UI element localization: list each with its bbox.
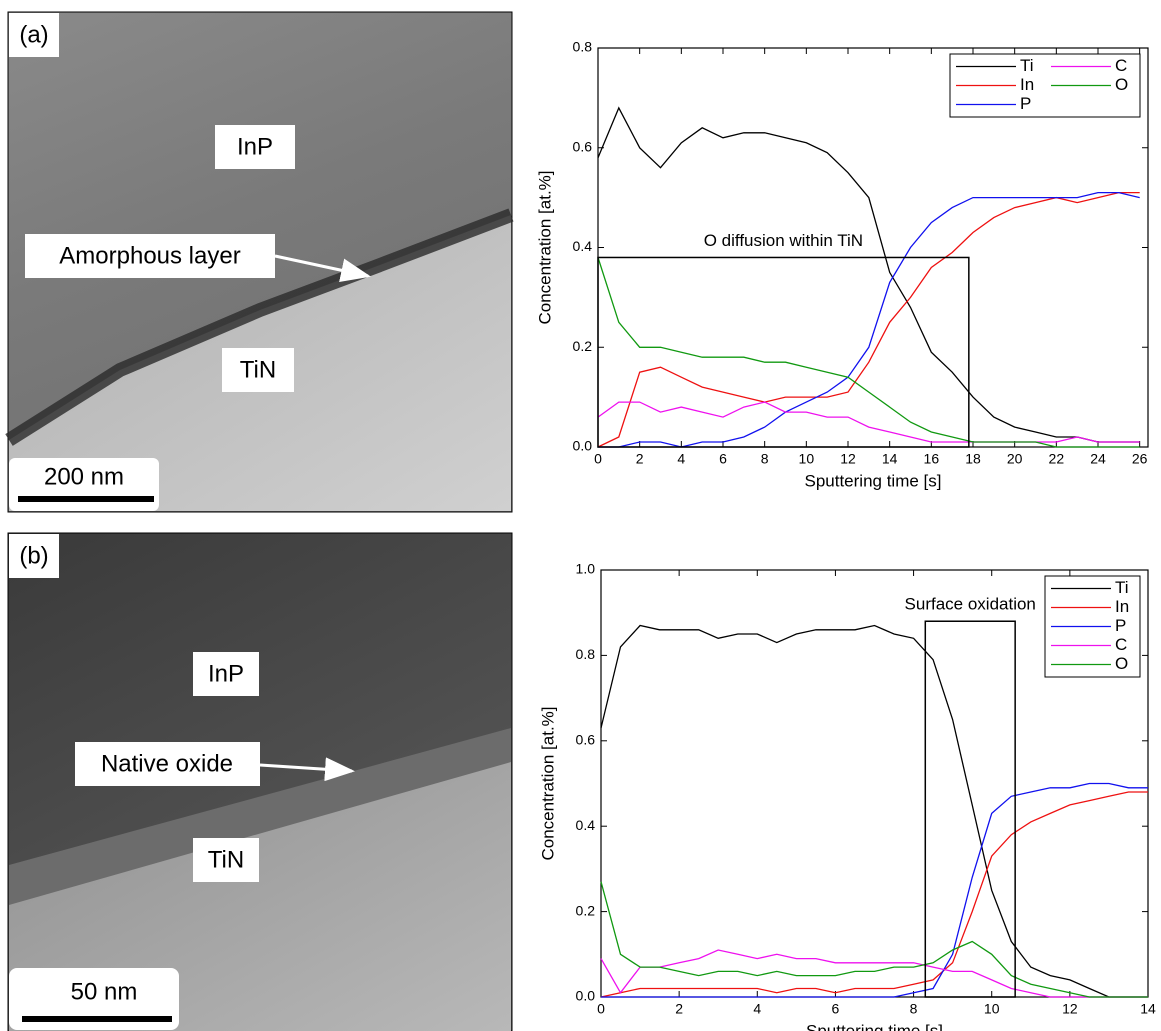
image-label: TiN bbox=[208, 846, 244, 873]
x-tick-label: 0 bbox=[597, 1001, 605, 1017]
image-label: InP bbox=[208, 660, 244, 687]
x-tick-label: 8 bbox=[910, 1001, 918, 1017]
image-label: Native oxide bbox=[101, 750, 233, 777]
legend-label: In bbox=[1020, 75, 1034, 94]
x-axis-label: Sputtering time [s] bbox=[806, 1021, 943, 1031]
x-tick-label: 10 bbox=[984, 1001, 1000, 1017]
data-line bbox=[597, 401, 1140, 443]
y-tick-label: 0.0 bbox=[576, 988, 596, 1004]
data-line bbox=[597, 191, 1140, 448]
scale-bar-label: 200 nm bbox=[44, 463, 124, 490]
x-tick-label: 26 bbox=[1132, 451, 1148, 467]
legend-label: C bbox=[1115, 56, 1127, 75]
data-line bbox=[601, 782, 1148, 998]
y-tick-label: 0.8 bbox=[573, 39, 593, 55]
annotation-box bbox=[597, 256, 970, 448]
image-label: Amorphous layer bbox=[59, 242, 240, 269]
tem-image-a: (a) InP Amorphous layer TiN 200 nm bbox=[5, 11, 514, 513]
data-line bbox=[600, 624, 1148, 998]
data-line bbox=[600, 881, 1148, 998]
x-tick-label: 6 bbox=[719, 451, 727, 467]
legend-label: P bbox=[1115, 616, 1126, 635]
x-tick-label: 12 bbox=[1062, 1001, 1078, 1017]
legend-label: P bbox=[1020, 94, 1031, 113]
x-tick-label: 10 bbox=[799, 451, 815, 467]
data-line bbox=[600, 791, 1148, 998]
x-tick-label: 12 bbox=[840, 451, 856, 467]
x-axis-label: Sputtering time [s] bbox=[804, 471, 941, 490]
image-label: InP bbox=[237, 133, 273, 160]
annotation-text: O diffusion within TiN bbox=[704, 231, 863, 250]
image-label: TiN bbox=[240, 356, 276, 383]
legend-label: Ti bbox=[1020, 56, 1034, 75]
y-tick-label: 0.4 bbox=[573, 238, 593, 254]
y-axis-label: Concentration [at.%] bbox=[535, 170, 554, 324]
y-tick-label: 1.0 bbox=[576, 561, 596, 577]
x-tick-label: 16 bbox=[924, 451, 940, 467]
x-tick-label: 14 bbox=[882, 451, 898, 467]
x-tick-label: 14 bbox=[1140, 1001, 1156, 1017]
panel-label: (a) bbox=[19, 21, 48, 48]
legend-label: Ti bbox=[1115, 578, 1129, 597]
x-tick-label: 20 bbox=[1007, 451, 1023, 467]
y-tick-label: 0.6 bbox=[573, 138, 593, 154]
x-tick-label: 4 bbox=[677, 451, 685, 467]
x-tick-label: 4 bbox=[753, 1001, 761, 1017]
y-axis-label: Concentration [at.%] bbox=[538, 706, 557, 860]
legend-label: O bbox=[1115, 75, 1128, 94]
y-tick-label: 0.6 bbox=[576, 732, 596, 748]
panel-label: (b) bbox=[19, 542, 48, 569]
tem-image-b: (b) InP Native oxide TiN 50 nm bbox=[7, 532, 513, 1031]
y-tick-label: 0.2 bbox=[576, 902, 596, 918]
x-tick-label: 0 bbox=[594, 451, 602, 467]
x-tick-label: 2 bbox=[675, 1001, 683, 1017]
x-tick-label: 2 bbox=[636, 451, 644, 467]
y-tick-label: 0.2 bbox=[573, 338, 593, 354]
legend-label: In bbox=[1115, 597, 1129, 616]
data-line bbox=[600, 949, 1148, 998]
scale-bar-label: 50 nm bbox=[71, 978, 138, 1005]
data-line bbox=[597, 106, 1140, 443]
annotation-text: Surface oxidation bbox=[905, 595, 1036, 614]
x-tick-label: 18 bbox=[965, 451, 981, 467]
y-tick-label: 0.4 bbox=[576, 817, 596, 833]
x-tick-label: 6 bbox=[832, 1001, 840, 1017]
y-tick-label: 0.8 bbox=[576, 646, 596, 662]
legend-label: C bbox=[1115, 635, 1127, 654]
y-tick-label: 0.0 bbox=[573, 438, 593, 454]
legend-label: O bbox=[1115, 654, 1128, 673]
x-tick-label: 24 bbox=[1090, 451, 1106, 467]
x-tick-label: 22 bbox=[1049, 451, 1065, 467]
x-tick-label: 8 bbox=[761, 451, 769, 467]
annotation-box bbox=[924, 620, 1016, 998]
data-line bbox=[598, 191, 1140, 448]
data-line bbox=[597, 257, 1140, 448]
